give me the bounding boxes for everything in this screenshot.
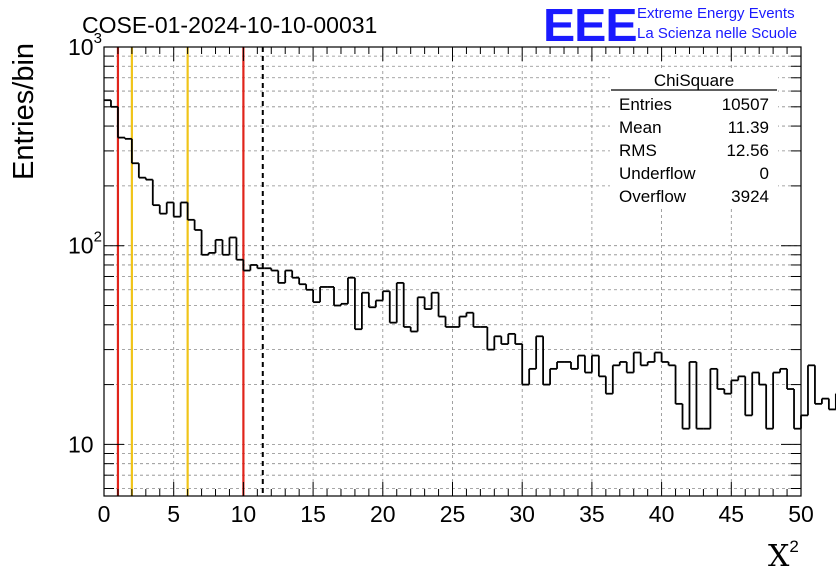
- x-tick-label: 50: [788, 501, 814, 527]
- x-tick-label: 20: [370, 501, 396, 527]
- brand-line-2: La Scienza nelle Scuole: [637, 25, 798, 42]
- stats-row-label: Underflow: [619, 164, 696, 183]
- stats-row-value: 11.39: [728, 118, 769, 137]
- y-tick-label-base: 10: [68, 233, 94, 259]
- y-tick-label-base: 10: [68, 431, 94, 457]
- y-tick-label-base: 10: [68, 34, 94, 60]
- y-tick-label-exponent: 2: [94, 229, 102, 246]
- plot-frame: [103, 46, 802, 497]
- stats-row-label: Mean: [619, 118, 662, 137]
- y-tick-label: 10: [68, 431, 94, 457]
- stats-rows: Entries 10507 Mean 11.39 RMS 12.56 Underflow 0 O…: [619, 95, 769, 206]
- y-axis-label: Entries/bin: [8, 43, 40, 180]
- x-tick-label: 0: [98, 501, 111, 527]
- x-tick-label: 45: [719, 501, 745, 527]
- x-axis-label: X2: [768, 537, 799, 572]
- eee-logo: EEE: [543, 0, 638, 51]
- stats-row-value: 10507: [722, 95, 769, 114]
- stats-row-label: RMS: [619, 141, 657, 160]
- x-tick-label: 5: [167, 501, 180, 527]
- x-tick-label: 35: [579, 501, 605, 527]
- run-label: COSE-01-2024-10-10-00031: [82, 12, 378, 38]
- histogram-series: [104, 99, 836, 430]
- x-tick-labels: 0 5 10 15 20 25 30 35 40 45 50: [98, 501, 814, 527]
- stats-box-background: [610, 68, 778, 208]
- brand-line-1: Extreme Energy Events: [637, 5, 795, 22]
- stats-row-value: 3924: [731, 187, 769, 206]
- x-tick-label: 15: [300, 501, 326, 527]
- x-axis-label-superscript: 2: [789, 537, 798, 556]
- stats-row-label: Entries: [619, 95, 672, 114]
- x-axis-label-base: X: [768, 539, 790, 572]
- stats-row-label: Overflow: [619, 187, 687, 206]
- x-tick-label: 25: [440, 501, 466, 527]
- x-tick-label: 10: [231, 501, 257, 527]
- y-tick-label: 102: [68, 229, 102, 259]
- stats-row-value: 0: [760, 164, 769, 183]
- y-tick-label-exponent: 3: [94, 30, 102, 47]
- y-tick-label: 103: [68, 30, 102, 60]
- x-tick-label: 40: [649, 501, 675, 527]
- stats-title: ChiSquare: [654, 71, 734, 90]
- stats-box: ChiSquare Entries 10507 Mean 11.39 RMS 12.56 U…: [610, 68, 778, 208]
- stats-row-value: 12.56: [726, 141, 769, 160]
- x-tick-label: 30: [509, 501, 535, 527]
